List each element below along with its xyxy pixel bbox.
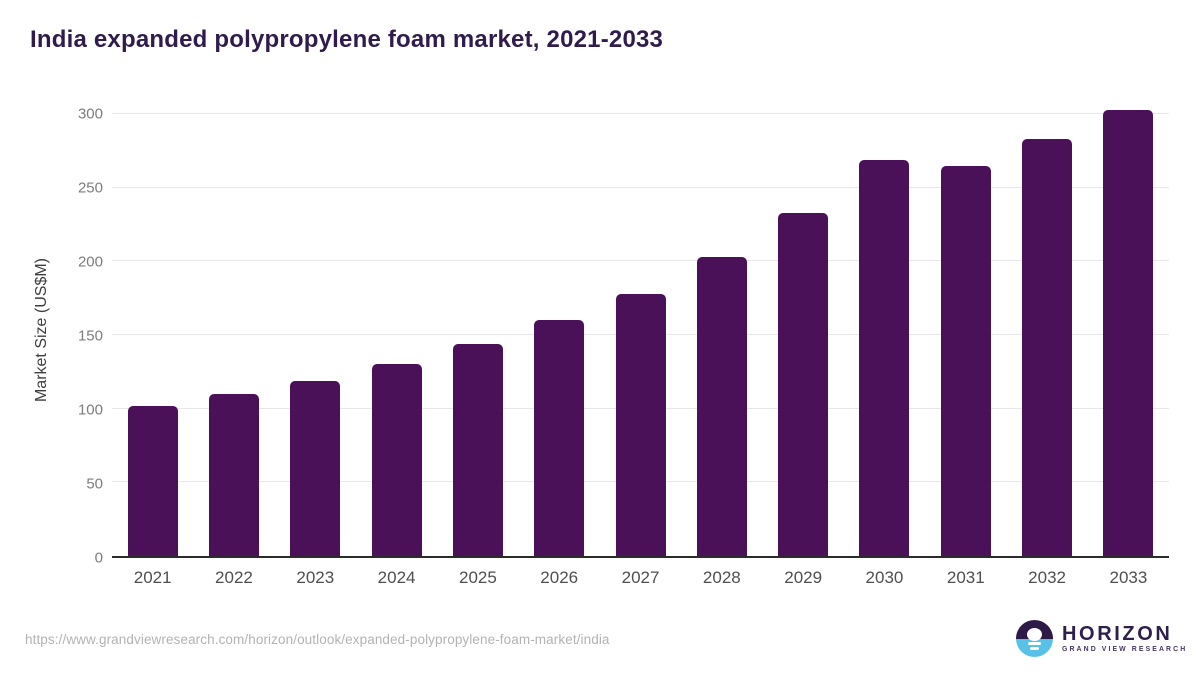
bar-2023 bbox=[290, 380, 341, 556]
bar-2026 bbox=[534, 320, 585, 556]
x-tick-label-2026: 2026 bbox=[540, 568, 579, 587]
logo-subtitle: GRAND VIEW RESEARCH bbox=[1062, 645, 1188, 653]
bar-2025 bbox=[452, 343, 503, 556]
bar-cell-2026 bbox=[519, 114, 600, 556]
bar-2021 bbox=[127, 405, 178, 556]
x-tick-label-2021: 2021 bbox=[133, 568, 172, 587]
bar-cell-2030 bbox=[844, 114, 925, 556]
bar-cell-2029 bbox=[763, 114, 844, 556]
bar-2031 bbox=[940, 165, 991, 556]
y-axis-ticks: 0 50 100 150 200 250 300 bbox=[0, 107, 103, 566]
y-tick-label-250: 250 bbox=[77, 179, 103, 197]
y-tick-label-0: 0 bbox=[94, 549, 103, 567]
bar-cell-2033 bbox=[1088, 109, 1169, 556]
source-url: https://www.grandviewresearch.com/horizo… bbox=[25, 632, 610, 647]
x-tick-label-2029: 2029 bbox=[784, 568, 823, 587]
logo-icon-wave bbox=[1028, 642, 1041, 645]
y-tick-label-200: 200 bbox=[77, 253, 103, 271]
x-tick-label-2030: 2030 bbox=[865, 568, 904, 587]
gridline-250 bbox=[112, 186, 1169, 188]
y-tick-label-50: 50 bbox=[86, 475, 103, 493]
bar-2029 bbox=[778, 212, 829, 556]
bar-2032 bbox=[1022, 139, 1073, 556]
bar-2028 bbox=[696, 256, 747, 556]
horizon-logo: HORIZON GRAND VIEW RESEARCH bbox=[1016, 620, 1187, 657]
chart-title: India expanded polypropylene foam market… bbox=[30, 26, 664, 53]
bar-cell-2025 bbox=[437, 114, 518, 556]
bar-cell-2023 bbox=[275, 114, 356, 556]
x-tick-label-2031: 2031 bbox=[946, 568, 985, 587]
x-tick-label-2023: 2023 bbox=[296, 568, 335, 587]
bar-cell-2024 bbox=[356, 114, 437, 556]
x-tick-label-2025: 2025 bbox=[458, 568, 497, 587]
x-tick-label-2027: 2027 bbox=[621, 568, 660, 587]
x-tick-label-2024: 2024 bbox=[377, 568, 416, 587]
horizon-sunrise-icon bbox=[1016, 620, 1053, 657]
logo-name: HORIZON bbox=[1062, 622, 1173, 645]
bar-cell-2031 bbox=[925, 114, 1006, 556]
x-tick-label-2022: 2022 bbox=[215, 568, 253, 587]
bar-cell-2027 bbox=[600, 114, 681, 556]
bar-2027 bbox=[615, 293, 666, 556]
bar-2030 bbox=[859, 159, 910, 556]
gridline-200 bbox=[112, 260, 1169, 262]
y-tick-label-150: 150 bbox=[77, 327, 103, 345]
x-tick-label-2032: 2032 bbox=[1028, 568, 1066, 587]
logo-text: HORIZON GRAND VIEW RESEARCH bbox=[1062, 624, 1187, 654]
bars-row bbox=[112, 109, 1169, 556]
y-tick-label-300: 300 bbox=[77, 105, 103, 123]
bar-cell-2022 bbox=[193, 114, 274, 556]
logo-icon-wave bbox=[1030, 647, 1039, 650]
plot-area bbox=[112, 109, 1169, 558]
gridline-300 bbox=[112, 113, 1169, 114]
bar-cell-2032 bbox=[1006, 114, 1087, 556]
bar-2022 bbox=[208, 393, 259, 556]
bar-2033 bbox=[1103, 109, 1154, 556]
y-tick-label-100: 100 bbox=[77, 401, 103, 419]
x-tick-label-2033: 2033 bbox=[1109, 568, 1148, 587]
bar-cell-2021 bbox=[112, 114, 193, 556]
logo-icon-sun bbox=[1027, 628, 1042, 641]
bar-cell-2028 bbox=[681, 114, 762, 556]
x-axis-labels: 2021 2022 2023 2024 2025 2026 2027 2028 2029 2030… bbox=[112, 568, 1169, 588]
x-tick-label-2028: 2028 bbox=[702, 568, 741, 587]
bar-2024 bbox=[371, 364, 422, 556]
